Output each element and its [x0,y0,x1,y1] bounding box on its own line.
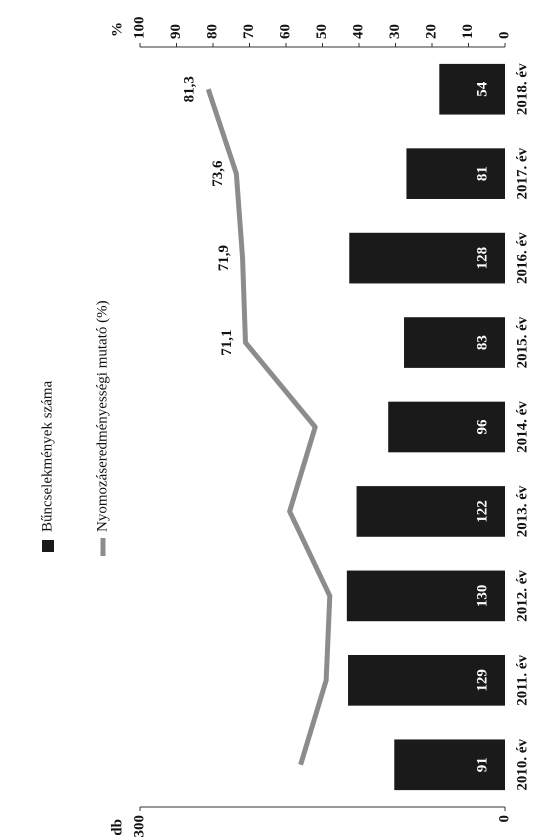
bar [439,63,505,115]
y2-axis-label: % [109,22,125,37]
line-value-label: 71,1 [219,329,235,355]
y2-tick-label: 90 [168,24,184,39]
y2-tick-label: 30 [387,24,403,39]
rotated-plot: db % 0 300 0 10 20 30 40 50 60 70 80 90 100 2010. év 2… [39,17,530,837]
x-tick-label: 2011. év [514,654,530,705]
bar-value-label: 130 [474,585,490,608]
y2-tick-label: 70 [241,24,257,39]
bar-value-label: 129 [474,669,490,692]
x-tick-label: 2017. év [514,147,530,199]
bar [346,570,506,622]
bar-value-label: 81 [474,166,490,181]
x-tick-label: 2018. év [514,63,530,115]
x-tick-label: 2010. év [514,738,530,790]
legend-label: Bűncselekmények száma [39,380,55,532]
y-tick-label: 0 [496,815,512,823]
y2-tick-label: 0 [496,32,512,40]
y-axis-label: db [109,819,125,836]
y2-tick-label: 10 [460,24,476,39]
y2-tick-label: 100 [131,17,147,40]
bar-value-label: 96 [474,419,490,435]
line-value-label: 81,3 [182,76,198,102]
bar-value-label: 128 [474,247,490,270]
x-tick-label: 2012. év [514,570,530,622]
bar-value-label: 91 [474,757,490,772]
bar-value-label: 83 [474,335,490,350]
x-tick-label: 2015. év [514,316,530,368]
bar [349,232,505,284]
bar-value-label: 122 [474,500,490,523]
y2-tick-label: 50 [314,24,330,39]
legend-label: Nyomozáseredményességi mutató (%) [94,300,110,532]
y-tick-label: 300 [131,815,147,837]
bar [394,739,505,791]
bar-value-label: 54 [474,81,490,97]
legend-swatch [42,540,54,552]
x-tick-label: 2016. év [514,232,530,284]
x-tick-label: 2013. év [514,485,530,537]
y2-tick-label: 20 [423,24,439,39]
x-tick-label: 2014. év [514,401,530,453]
y2-tick-label: 60 [277,24,293,39]
y2-tick-label: 80 [204,24,220,39]
y2-tick-label: 40 [350,24,366,39]
line [205,88,333,766]
bar [406,148,506,199]
line-value-label: 71,9 [216,245,232,271]
bar [404,317,505,368]
bar [356,486,506,537]
bar [388,401,506,453]
line-value-label: 73,6 [210,160,226,187]
bar [348,655,505,706]
